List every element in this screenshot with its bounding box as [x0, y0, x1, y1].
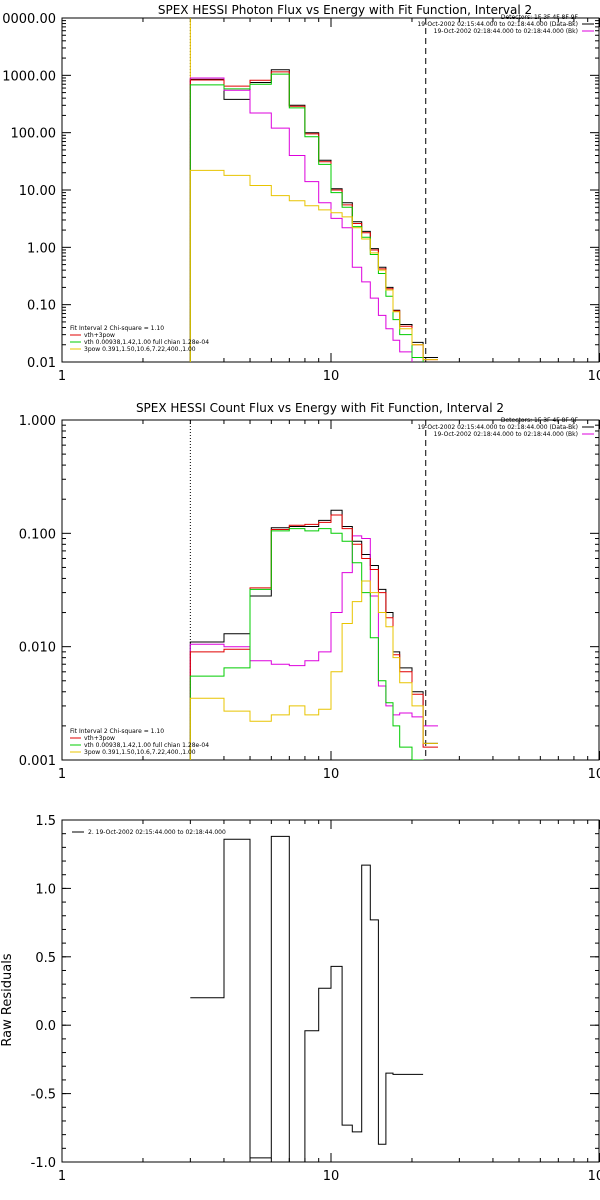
y-tick-label: 0000.00 — [2, 12, 56, 27]
info-text: 19-Oct-2002 02:15:44.000 to 02:18:44.000… — [417, 21, 578, 28]
y-tick-label: 0.01 — [27, 356, 56, 371]
y-tick-label: 1.0 — [35, 882, 56, 897]
legend-text: vth 0.00938,1.42,1.00 full chian 1.28e-0… — [84, 339, 209, 346]
series-line — [189, 528, 424, 760]
x-tick-label: 100 — [588, 369, 600, 384]
y-tick-label: 1.00 — [27, 241, 56, 256]
legend-text: 3pow 0.391,1.50,10.6,7.22,400.,1.00 — [84, 346, 196, 353]
chart-title: SPEX HESSI Photon Flux vs Energy with Fi… — [158, 3, 532, 17]
legend-text: 2. 19-Oct-2002 02:15:44.000 to 02:18:44.… — [88, 829, 226, 836]
y-tick-label: 0.010 — [19, 641, 56, 656]
series-line — [189, 514, 438, 760]
series-line — [189, 169, 438, 362]
series-line — [189, 535, 438, 760]
panel-residuals: Raw Residuals 1 10 100 -1.0 -0.5 0.0 0.5 1.0 1.5… — [0, 814, 600, 1184]
y-tick-label: 0.10 — [27, 299, 56, 314]
legend-text: vth+3pow — [84, 332, 115, 339]
series-line — [189, 71, 438, 362]
series-line — [189, 69, 438, 362]
legend-text: Fit Interval 2 Chi-square = 1.10 — [70, 728, 164, 735]
x-tick-label: 1 — [58, 1169, 66, 1184]
series-line — [189, 77, 413, 362]
x-tick-label: 100 — [588, 767, 600, 782]
y-tick-label: -1.0 — [31, 1156, 56, 1171]
y-tick-label: 0.5 — [35, 951, 56, 966]
legend-text: vth+3pow — [84, 735, 115, 742]
y-tick-label: 1000.00 — [2, 69, 56, 84]
x-tick-label: 1 — [58, 767, 66, 782]
series-line — [189, 580, 438, 760]
info-text: Detectors: 1F 3F 4F 8F 9F — [501, 417, 579, 424]
series-line — [189, 509, 438, 760]
x-tick-label: 10 — [323, 369, 340, 384]
legend-text: 3pow 0.391,1.50,10.6,7.22,400.,1.00 — [84, 749, 196, 756]
legend-text: Fit Interval 2 Chi-square = 1.10 — [70, 325, 164, 332]
y-tick-label: 1.5 — [35, 814, 56, 829]
info-text: Detectors: 1F 3F 4F 8F 9F — [501, 14, 579, 21]
y-tick-label: -0.5 — [31, 1088, 56, 1103]
y-tick-label: 10.00 — [19, 184, 56, 199]
panel-count-flux: SPEX HESSI Count Flux vs Energy with Fit… — [19, 401, 600, 782]
y-axis-label: Raw Residuals — [0, 953, 15, 1046]
x-tick-label: 10 — [323, 1169, 340, 1184]
info-text: 19-Oct-2002 02:15:44.000 to 02:18:44.000… — [417, 424, 578, 431]
y-tick-label: 1.000 — [19, 414, 56, 429]
y-tick-label: 0.0 — [35, 1019, 56, 1034]
x-tick-label: 100 — [588, 1169, 600, 1184]
y-tick-label: 0.100 — [19, 527, 56, 542]
series-line — [190, 835, 424, 1162]
y-tick-label: 100.00 — [11, 127, 57, 142]
series-line — [189, 73, 424, 362]
legend-text: vth 0.00938,1.42,1.00 full chian 1.28e-0… — [84, 742, 209, 749]
plot-frame — [61, 819, 600, 1163]
panel-photon-flux: SPEX HESSI Photon Flux vs Energy with Fi… — [2, 3, 600, 384]
y-tick-label: 0.001 — [19, 754, 56, 769]
chart-title: SPEX HESSI Count Flux vs Energy with Fit… — [136, 401, 504, 415]
info-text: 19-Oct-2002 02:18:44.000 to 02:18:44.000… — [434, 28, 578, 35]
info-text: 19-Oct-2002 02:18:44.000 to 02:18:44.000… — [434, 431, 578, 438]
x-tick-label: 1 — [58, 369, 66, 384]
x-tick-label: 10 — [323, 767, 340, 782]
